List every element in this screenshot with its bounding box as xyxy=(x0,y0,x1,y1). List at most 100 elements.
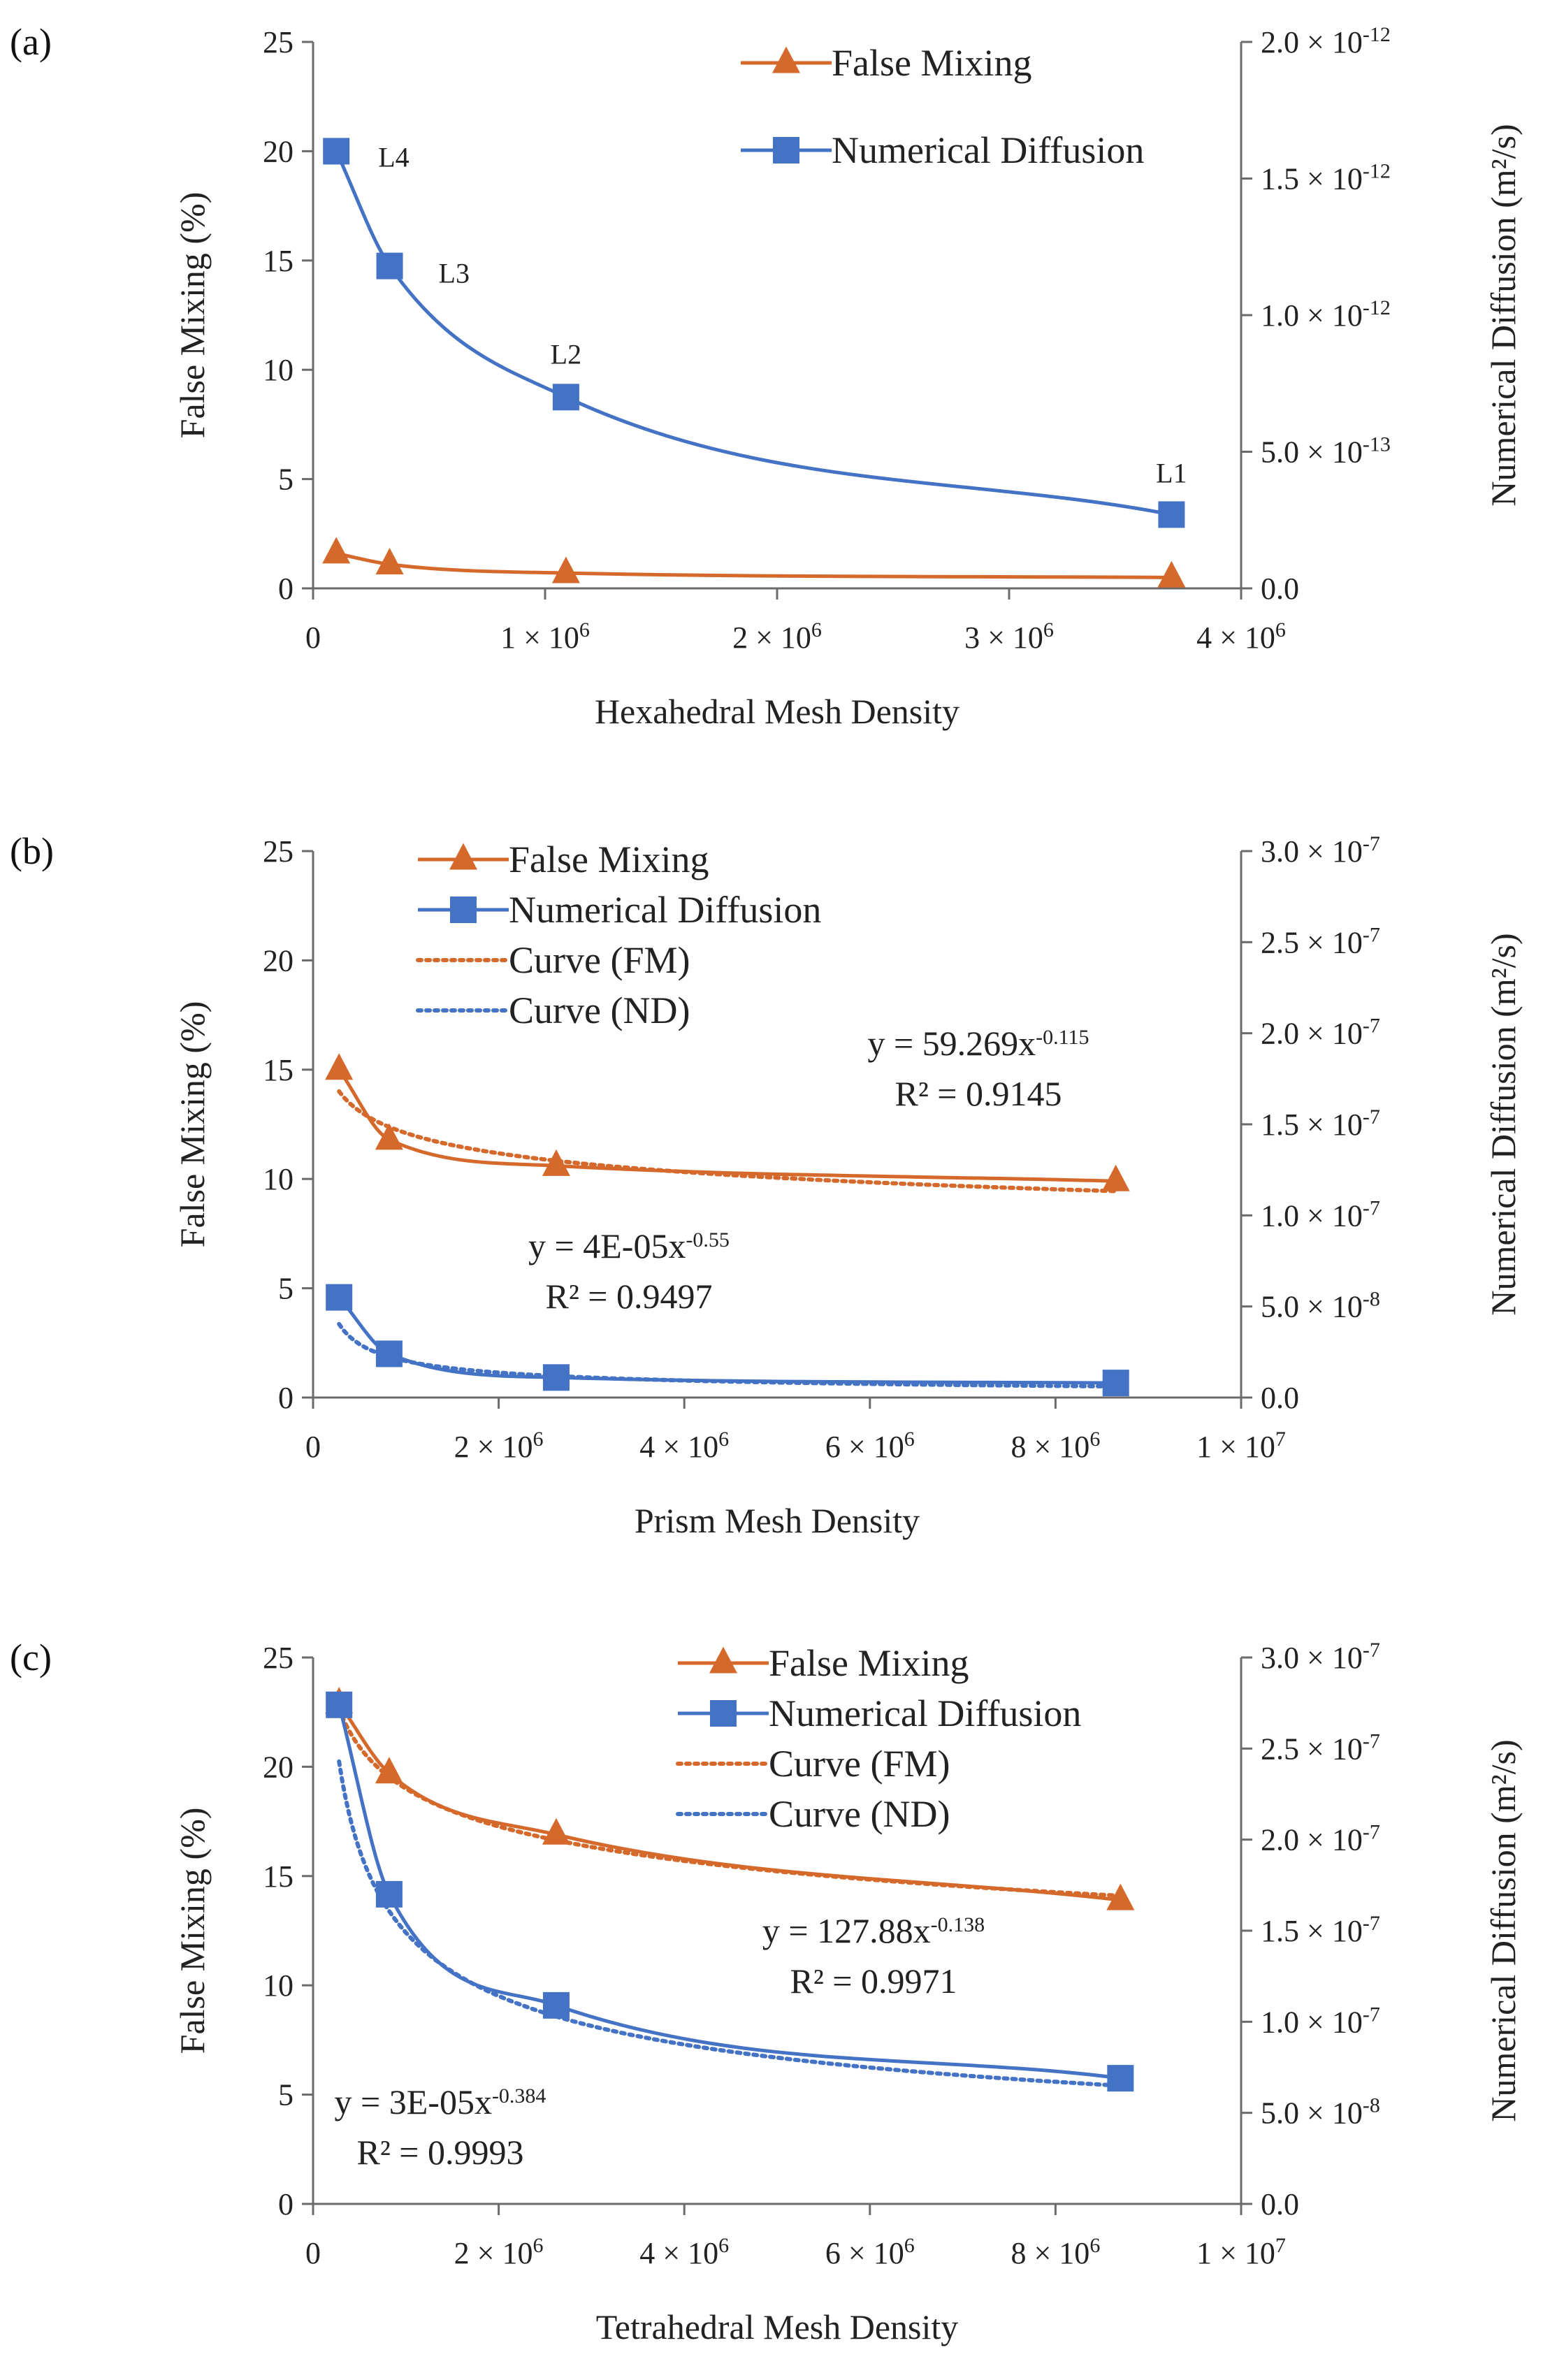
x-tick-label-exp: 6 xyxy=(579,618,590,641)
y-axis-title: False Mixing (%) xyxy=(173,1001,212,1248)
marker-fm xyxy=(1157,560,1186,588)
x-tick-label-exp: 6 xyxy=(1043,618,1054,641)
y2-tick-label-base: 5.0 × 10 xyxy=(1261,2096,1363,2131)
y2-tick-label-exp: -7 xyxy=(1363,1729,1380,1753)
x-tick-label-base: 0 xyxy=(305,621,321,655)
legend-label-nd: Numerical Diffusion xyxy=(832,129,1144,171)
y2-tick-label: 0.0 xyxy=(1261,2187,1299,2221)
y2-tick-label-exp: -13 xyxy=(1363,433,1391,456)
y2-tick-label-base: 1.5 × 10 xyxy=(1261,1108,1363,1142)
x-tick-label-exp: 6 xyxy=(1089,1428,1100,1451)
x-tick-label: 6 × 106 xyxy=(825,1428,915,1465)
fit-curve-nd xyxy=(337,1759,1123,2088)
fit-curve-nd xyxy=(337,1321,1118,1388)
marker-nd xyxy=(1158,501,1185,528)
y2-tick-label-base: 1.0 × 10 xyxy=(1261,298,1363,333)
marker-fm xyxy=(1106,1883,1135,1910)
fit-r-squared: R² = 0.9971 xyxy=(790,1961,957,2001)
marker-fm xyxy=(375,1123,403,1150)
fit-curve-fm xyxy=(337,1089,1118,1193)
x-tick-label-base: 0 xyxy=(305,2236,321,2270)
x-tick-label: 6 × 106 xyxy=(825,2234,915,2271)
fit-equation-exp: -0.384 xyxy=(492,2084,546,2107)
x-tick-label-base: 1 × 10 xyxy=(500,621,579,655)
x-tick-label-base: 2 × 10 xyxy=(732,621,811,655)
y2-tick-label: 2.0 × 10-12 xyxy=(1261,23,1391,60)
legend-marker-nd xyxy=(773,137,799,164)
y-tick-label: 0 xyxy=(278,572,294,606)
x-tick-label: 3 × 106 xyxy=(964,618,1054,655)
legend-label-nd: Numerical Diffusion xyxy=(769,1692,1081,1734)
marker-nd xyxy=(542,1991,570,2019)
y2-tick-label: 5.0 × 10-8 xyxy=(1261,2094,1380,2131)
y2-tick-label-base: 5.0 × 10 xyxy=(1261,435,1363,470)
y2-tick-label-exp: -7 xyxy=(1363,1820,1380,1843)
x-tick-label-base: 4 × 10 xyxy=(639,1430,718,1464)
y-tick-label: 5 xyxy=(278,2078,294,2112)
x-axis-title: Tetrahedral Mesh Density xyxy=(596,2307,959,2346)
y2-tick-label-exp: -7 xyxy=(1363,832,1380,855)
x-tick-label-base: 2 × 10 xyxy=(454,2236,533,2270)
x-tick-label-base: 6 × 10 xyxy=(825,2236,904,2270)
fit-equation-base: y = 4E-05x xyxy=(528,1226,686,1265)
y2-tick-label-exp: -7 xyxy=(1363,1912,1380,1935)
fit-equation: y = 4E-05x-0.55 xyxy=(528,1226,730,1265)
panel-label: (b) xyxy=(10,830,54,872)
fit-equation-exp: -0.138 xyxy=(931,1913,985,1936)
y2-tick-label-exp: -12 xyxy=(1363,23,1391,46)
x-tick-label-exp: 6 xyxy=(811,618,822,641)
y-tick-label: 15 xyxy=(263,244,294,278)
marker-nd xyxy=(1102,1370,1129,1397)
y-tick-label: 20 xyxy=(263,943,294,978)
x-tick-label-base: 8 × 10 xyxy=(1011,1430,1089,1464)
series-line-nd xyxy=(338,1296,1116,1385)
y2-tick-label: 2.0 × 10-7 xyxy=(1261,1820,1380,1857)
y2-tick-label: 5.0 × 10-8 xyxy=(1261,1287,1380,1324)
y2-tick-label: 1.0 × 10-7 xyxy=(1261,1196,1380,1233)
y2-axis-title: Numerical Diffusion (m²/s) xyxy=(1484,1739,1523,2121)
x-axis-title: Prism Mesh Density xyxy=(635,1501,920,1540)
fit-r-squared: R² = 0.9145 xyxy=(894,1074,1062,1113)
point-label: L4 xyxy=(378,141,409,173)
x-tick-label: 0 xyxy=(305,1430,321,1464)
y-tick-label: 25 xyxy=(263,834,294,869)
x-tick-label-exp: 6 xyxy=(533,1428,544,1451)
marker-nd xyxy=(323,138,350,165)
marker-fm xyxy=(325,1053,354,1080)
legend-label-fm: False Mixing xyxy=(769,1642,969,1684)
legend-marker-fm xyxy=(709,1646,737,1674)
x-tick-label: 8 × 106 xyxy=(1011,2234,1100,2271)
x-tick-label-exp: 6 xyxy=(904,2234,915,2257)
y-tick-label: 25 xyxy=(263,1641,294,1675)
y2-tick-label-exp: -8 xyxy=(1363,2094,1380,2117)
y2-tick-label-base: 2.0 × 10 xyxy=(1261,25,1363,59)
legend-label-fm: False Mixing xyxy=(832,42,1032,84)
y-tick-label: 20 xyxy=(263,134,294,168)
x-tick-label-exp: 6 xyxy=(533,2234,544,2257)
marker-nd xyxy=(1107,2065,1134,2092)
x-tick-label: 0 xyxy=(305,2236,321,2270)
point-label: L3 xyxy=(439,258,470,289)
y2-tick-label-base: 0.0 xyxy=(1261,1381,1299,1415)
y-tick-label: 0 xyxy=(278,2187,294,2221)
legend-label-fm: False Mixing xyxy=(509,839,709,880)
y2-axis-title: Numerical Diffusion (m²/s) xyxy=(1484,933,1523,1315)
y2-tick-label-base: 1.0 × 10 xyxy=(1261,2005,1363,2039)
fit-r-squared: R² = 0.9497 xyxy=(545,1277,712,1316)
marker-nd xyxy=(542,1364,570,1391)
legend-marker-nd xyxy=(450,897,477,923)
panel-label: (a) xyxy=(10,21,52,63)
marker-nd xyxy=(376,252,403,280)
y2-tick-label: 5.0 × 10-13 xyxy=(1261,433,1391,470)
y2-tick-label: 0.0 xyxy=(1261,572,1299,606)
fit-equation-base: y = 59.269x xyxy=(867,1024,1036,1063)
y2-tick-label: 1.0 × 10-12 xyxy=(1261,296,1391,333)
x-tick-label-base: 1 × 10 xyxy=(1196,1430,1275,1464)
series-line-nd xyxy=(334,150,1172,516)
y2-tick-label-exp: -7 xyxy=(1363,2003,1380,2026)
x-tick-label-exp: 6 xyxy=(718,1428,729,1451)
fit-equation: y = 3E-05x-0.384 xyxy=(335,2082,546,2121)
x-tick-label-base: 8 × 10 xyxy=(1011,2236,1089,2270)
y2-tick-label: 2.0 × 10-7 xyxy=(1261,1014,1380,1051)
